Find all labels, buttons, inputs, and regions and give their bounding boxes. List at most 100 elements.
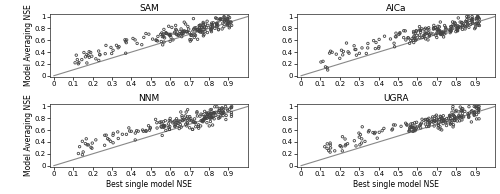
Point xyxy=(126,130,134,133)
Point xyxy=(205,116,213,119)
Point xyxy=(174,34,182,37)
Point xyxy=(460,24,468,27)
Point xyxy=(179,32,187,35)
Point xyxy=(425,28,433,31)
Point xyxy=(469,18,477,21)
Point xyxy=(174,34,182,37)
Point xyxy=(467,110,475,113)
Point xyxy=(406,42,413,45)
Point xyxy=(207,112,215,115)
Point xyxy=(128,130,136,133)
Point xyxy=(450,119,458,122)
Point xyxy=(109,49,117,52)
Point xyxy=(423,27,431,30)
Point xyxy=(158,126,166,129)
X-axis label: Best single model NSE: Best single model NSE xyxy=(353,180,439,189)
Point xyxy=(449,107,457,110)
Point xyxy=(468,15,476,18)
Point xyxy=(433,36,441,39)
Point xyxy=(431,120,439,123)
Point xyxy=(210,111,218,114)
Point xyxy=(196,29,204,32)
Point xyxy=(431,115,439,118)
Point xyxy=(324,149,332,152)
Point xyxy=(458,118,466,121)
Point xyxy=(408,126,416,129)
Point xyxy=(74,152,82,155)
Point xyxy=(184,30,192,33)
Point xyxy=(448,27,456,30)
Point xyxy=(470,114,478,117)
Point xyxy=(198,31,206,34)
Point xyxy=(92,138,100,141)
Point xyxy=(458,24,466,28)
Point xyxy=(474,22,482,25)
Point xyxy=(173,33,181,36)
Point xyxy=(226,16,234,19)
Point xyxy=(142,129,150,132)
Point xyxy=(406,125,414,128)
Point xyxy=(208,108,216,111)
Point xyxy=(472,113,480,116)
Point xyxy=(450,117,458,120)
Point xyxy=(433,32,441,35)
Point xyxy=(219,22,227,25)
Point xyxy=(206,117,214,120)
Point xyxy=(470,111,478,114)
Point xyxy=(434,121,442,125)
Point xyxy=(122,38,130,42)
Point xyxy=(222,19,230,22)
Point xyxy=(196,29,203,32)
Point xyxy=(452,109,460,112)
Point xyxy=(364,46,372,49)
Point xyxy=(200,25,208,29)
Point xyxy=(418,118,426,121)
Point xyxy=(216,111,224,114)
Point xyxy=(421,33,429,36)
Point xyxy=(186,38,194,41)
Point xyxy=(208,116,216,119)
Point xyxy=(160,28,168,31)
Point xyxy=(148,38,156,41)
Point xyxy=(395,33,403,36)
Point xyxy=(356,52,364,55)
Point xyxy=(214,117,222,120)
Point xyxy=(338,149,346,152)
Point xyxy=(404,36,412,39)
Point xyxy=(474,16,482,19)
Point xyxy=(204,111,212,114)
Point xyxy=(198,120,206,123)
Point xyxy=(411,37,419,40)
Point xyxy=(425,117,433,120)
Point xyxy=(212,22,220,25)
Point xyxy=(475,108,483,111)
Point xyxy=(218,107,226,110)
Point xyxy=(162,32,170,35)
Point xyxy=(208,30,216,33)
Point xyxy=(438,120,446,123)
Point xyxy=(426,34,434,37)
Point xyxy=(190,17,198,20)
Point xyxy=(162,31,170,34)
Point xyxy=(338,135,346,138)
Point xyxy=(408,126,416,129)
Point xyxy=(194,125,202,128)
Point xyxy=(438,119,446,122)
Point xyxy=(161,124,169,127)
Point xyxy=(344,50,352,53)
Point xyxy=(472,105,480,108)
Point xyxy=(212,16,220,19)
Point xyxy=(356,143,364,146)
Point xyxy=(410,41,418,44)
Point xyxy=(410,31,418,35)
Point xyxy=(411,36,419,39)
Point xyxy=(442,124,450,127)
Point xyxy=(167,33,175,36)
Point xyxy=(425,123,433,126)
Point xyxy=(216,109,224,112)
Point xyxy=(223,23,231,27)
Point xyxy=(355,132,363,135)
Point xyxy=(122,133,130,136)
Point xyxy=(472,18,480,21)
Point xyxy=(162,32,170,35)
